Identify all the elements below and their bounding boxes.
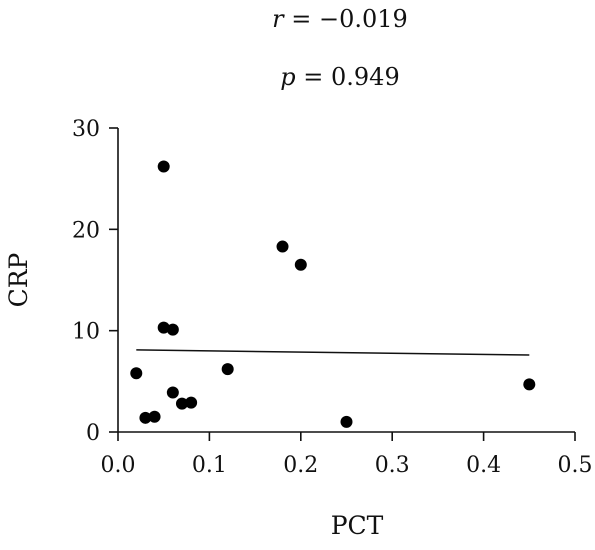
- x-tick-label: 0.2: [283, 453, 318, 478]
- data-point: [221, 363, 234, 376]
- p-symbol: p: [280, 63, 295, 91]
- data-point: [294, 258, 307, 271]
- y-tick-label: 20: [72, 218, 100, 243]
- data-point: [148, 410, 161, 423]
- data-point: [175, 397, 188, 410]
- y-tick-label: 30: [72, 117, 100, 142]
- y-tick-label: 0: [86, 421, 100, 446]
- x-ticks: 0.0 0.1 0.2 0.3 0.4 0.5: [101, 432, 593, 478]
- data-point: [276, 240, 289, 253]
- data-points: [130, 160, 536, 428]
- data-point: [166, 323, 179, 336]
- x-axis-title: PCT: [331, 511, 384, 540]
- y-ticks: 0 10 20 30: [72, 117, 118, 446]
- data-point: [130, 367, 143, 380]
- data-point: [157, 160, 170, 173]
- x-tick-label: 0.4: [466, 453, 501, 478]
- r-value: = −0.019: [284, 5, 408, 33]
- data-point: [139, 411, 152, 424]
- data-point: [185, 396, 198, 409]
- r-symbol: r: [272, 5, 285, 33]
- regression-line: [136, 349, 530, 356]
- data-point: [157, 321, 170, 334]
- data-point: [340, 415, 353, 428]
- data-point: [523, 378, 536, 391]
- p-value-label: p = 0.949: [280, 63, 399, 91]
- y-axis-title: CRP: [4, 253, 33, 308]
- axes: [117, 128, 575, 433]
- x-tick-label: 0.3: [375, 453, 410, 478]
- y-tick-label: 10: [72, 320, 100, 345]
- x-tick-label: 0.1: [192, 453, 227, 478]
- x-tick-label: 0.0: [101, 453, 136, 478]
- correlation-coefficient: r = −0.019: [272, 5, 408, 33]
- p-value: = 0.949: [296, 63, 400, 91]
- x-tick-label: 0.5: [558, 453, 593, 478]
- data-point: [166, 386, 179, 399]
